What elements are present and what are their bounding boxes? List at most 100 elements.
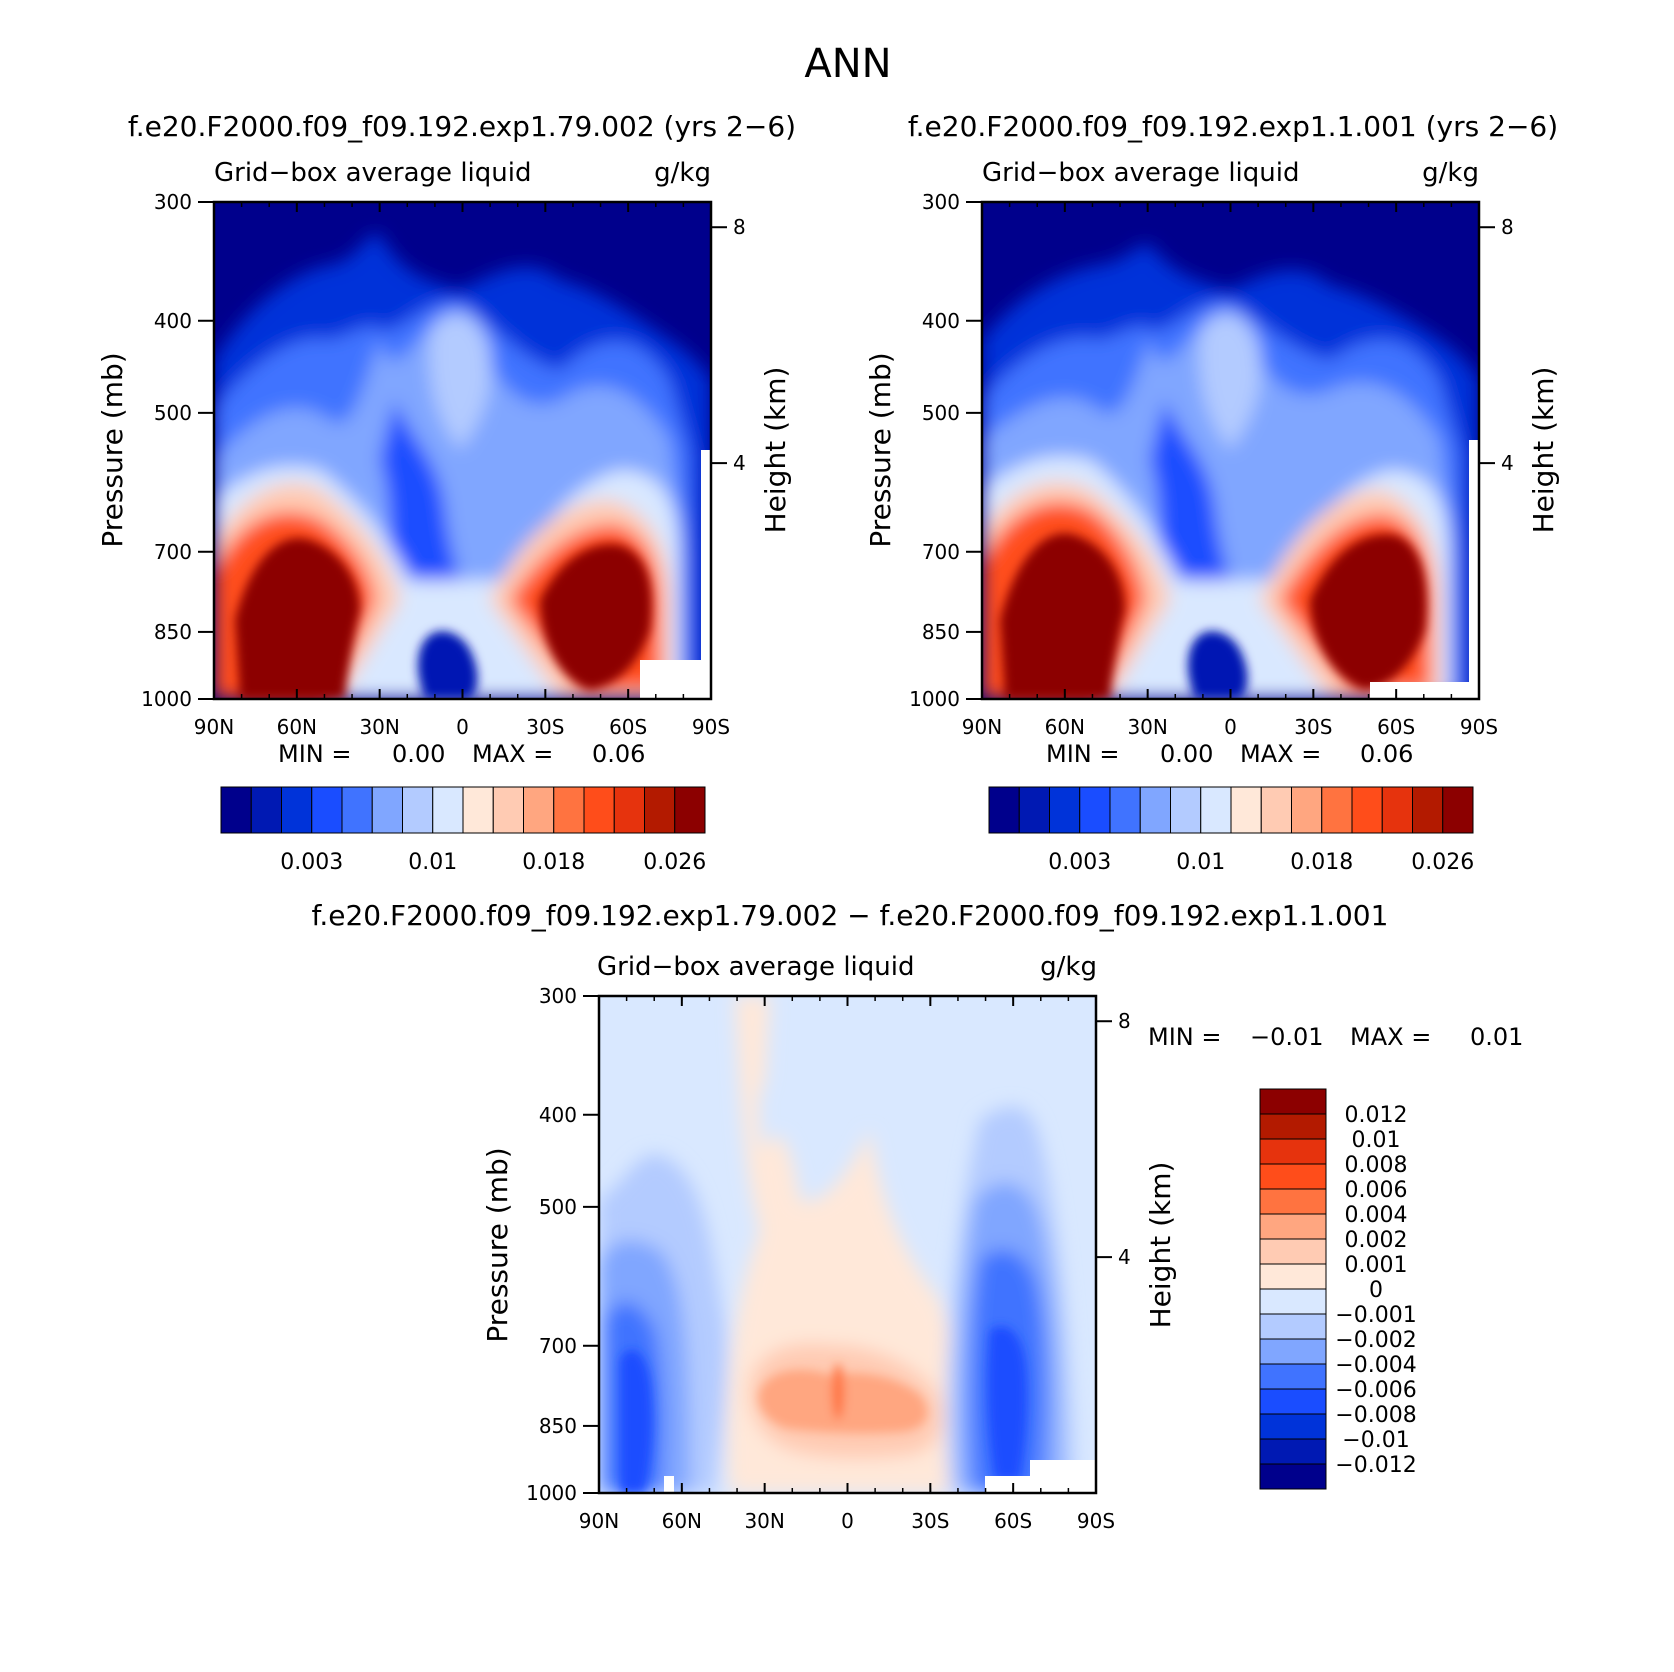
panel-left-colorbar: 0.003 0.01 0.018 0.026 — [220, 786, 706, 875]
colorbar-swatch — [432, 786, 464, 834]
x-tick-label: 60N — [662, 1509, 702, 1533]
colorbar-swatch — [1200, 786, 1232, 834]
colorbar-swatch — [1259, 1188, 1327, 1215]
panel-left: f.e20.F2000.f09_f09.192.exp1.79.002 (yrs… — [96, 110, 796, 875]
x-tick-label: 90N — [579, 1509, 619, 1533]
colorbar-label: 0.018 — [1290, 850, 1353, 875]
panel-diff-max-value: 0.01 — [1470, 1023, 1523, 1051]
colorbar-swatch — [674, 786, 706, 834]
x-tick-label: 60S — [994, 1509, 1032, 1533]
colorbar-swatch — [553, 786, 585, 834]
colorbar-swatch — [281, 786, 313, 834]
panel-diff-title: f.e20.F2000.f09_f09.192.exp1.79.002 − f.… — [312, 899, 1389, 932]
colorbar-swatch — [1259, 1263, 1327, 1290]
panel-right-max-label: MAX = — [1240, 740, 1321, 768]
colorbar-swatch — [1351, 786, 1383, 834]
contour-band — [599, 1106, 1075, 1493]
colorbar-swatch — [1018, 786, 1050, 834]
panel-left-max-value: 0.06 — [592, 740, 645, 768]
panel-diff: f.e20.F2000.f09_f09.192.exp1.79.002 − f.… — [312, 899, 1524, 1533]
colorbar-swatch — [1291, 786, 1323, 834]
contour-band — [832, 1364, 844, 1420]
colorbar-swatch — [371, 786, 403, 834]
contour-band — [1199, 312, 1261, 450]
colorbar-swatch — [988, 786, 1020, 834]
colorbar-label: 0.004 — [1345, 1203, 1408, 1228]
colorbar-swatch — [1259, 1463, 1327, 1490]
x-tick-label: 30N — [1127, 715, 1167, 739]
y-tick-label: 700 — [922, 540, 960, 564]
missing-data-mask — [701, 450, 711, 699]
x-tick-label: 30N — [744, 1509, 784, 1533]
contour-band — [1187, 631, 1248, 699]
y-tick-label: 1000 — [141, 687, 192, 711]
colorbar-swatch — [613, 786, 645, 834]
colorbar-label: 0.006 — [1345, 1178, 1408, 1203]
x-tick-label: 90S — [1077, 1509, 1115, 1533]
colorbar-label: 0.001 — [1345, 1253, 1408, 1278]
panel-left-title: f.e20.F2000.f09_f09.192.exp1.79.002 (yrs… — [128, 110, 796, 143]
panel-right-min-value: 0.00 — [1160, 740, 1213, 768]
colorbar-label: −0.001 — [1335, 1303, 1416, 1328]
colorbar-swatch — [583, 786, 615, 834]
y-tick-label: 300 — [154, 190, 192, 214]
colorbar-label: −0.006 — [1335, 1378, 1416, 1403]
panel-diff-units: g/kg — [1040, 952, 1097, 982]
y-tick-label: 300 — [539, 984, 577, 1008]
colorbar-swatch — [1230, 786, 1262, 834]
colorbar-label: −0.002 — [1335, 1328, 1416, 1353]
panel-right-subtitle: Grid−box average liquid — [982, 158, 1299, 188]
panel-left-contours — [214, 202, 711, 699]
panel-right: f.e20.F2000.f09_f09.192.exp1.1.001 (yrs … — [864, 110, 1560, 875]
colorbar-swatch — [1321, 786, 1353, 834]
y2-tick-label: 8 — [733, 215, 746, 239]
x-tick-label: 60S — [609, 715, 647, 739]
contour-band — [235, 538, 652, 699]
contour-band — [429, 312, 491, 450]
panel-left-subtitle: Grid−box average liquid — [214, 158, 531, 188]
colorbar-swatch — [1259, 1388, 1327, 1415]
panel-right-title: f.e20.F2000.f09_f09.192.exp1.1.001 (yrs … — [908, 110, 1558, 143]
colorbar-swatch — [1259, 1288, 1327, 1315]
colorbar-label: 0.003 — [280, 850, 343, 875]
y2-tick-label: 8 — [1118, 1009, 1131, 1033]
colorbar-swatch — [492, 786, 524, 834]
x-tick-label: 0 — [1224, 715, 1237, 739]
contour-band — [1000, 533, 1427, 699]
colorbar-swatch — [341, 786, 373, 834]
colorbar-swatch — [1170, 786, 1202, 834]
panel-right-y2label: Height (km) — [1527, 367, 1560, 534]
panel-right-contours — [982, 202, 1479, 699]
x-tick-label: 0 — [841, 1509, 854, 1533]
colorbar-swatch — [1259, 1363, 1327, 1390]
colorbar-label: 0.01 — [1352, 1128, 1401, 1153]
colorbar-swatch — [1079, 786, 1111, 834]
colorbar-swatch — [1109, 786, 1141, 834]
panel-diff-min-label: MIN = — [1148, 1023, 1221, 1051]
colorbar-swatch — [1139, 786, 1171, 834]
panel-diff-subtitle: Grid−box average liquid — [597, 952, 914, 982]
colorbar-swatch — [1259, 1338, 1327, 1365]
y-tick-label: 400 — [922, 309, 960, 333]
colorbar-swatch — [1259, 1088, 1327, 1115]
panel-diff-ylabel: Pressure (mb) — [481, 1147, 514, 1342]
panel-left-min-value: 0.00 — [392, 740, 445, 768]
y-tick-label: 1000 — [526, 1481, 577, 1505]
colorbar-label: −0.012 — [1335, 1453, 1416, 1478]
colorbar-swatch — [1259, 1413, 1327, 1440]
panel-right-units: g/kg — [1422, 158, 1479, 188]
panel-left-axes: 90N 60N 30N 0 30S 60S 90S 300 400 500 700 850 1000 8 4 — [141, 190, 746, 739]
colorbar-label: 0.018 — [522, 850, 585, 875]
colorbar-swatch — [311, 786, 343, 834]
y-tick-label: 850 — [922, 620, 960, 644]
x-tick-label: 90N — [962, 715, 1002, 739]
y2-tick-label: 4 — [733, 451, 746, 475]
panel-right-ylabel: Pressure (mb) — [864, 352, 897, 547]
colorbar-swatch — [1259, 1313, 1327, 1340]
y-tick-label: 500 — [922, 401, 960, 425]
y-tick-label: 700 — [154, 540, 192, 564]
colorbar-swatch — [1260, 786, 1292, 834]
panel-diff-colorbar: 0.0120.010.0080.0060.0040.0020.0010−0.00… — [1259, 1088, 1417, 1490]
colorbar-swatch — [1259, 1138, 1327, 1165]
